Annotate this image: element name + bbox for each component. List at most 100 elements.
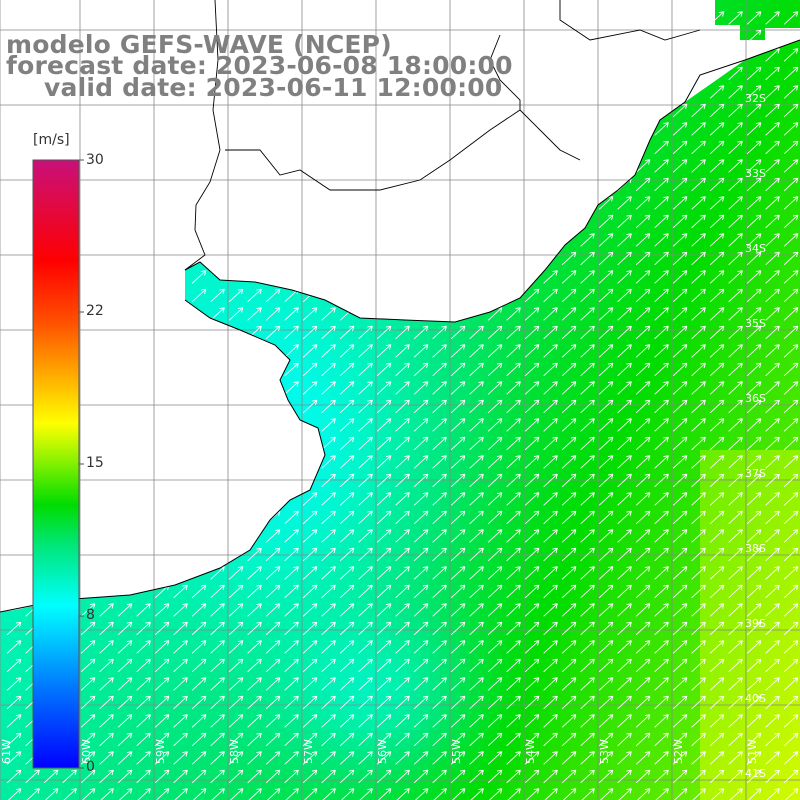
field-cell — [520, 390, 531, 401]
field-cell — [770, 170, 781, 181]
field-cell — [280, 340, 291, 351]
field-cell — [480, 340, 491, 351]
field-cell — [620, 240, 631, 251]
field-cell — [340, 460, 351, 471]
field-cell — [720, 120, 731, 131]
field-cell — [580, 460, 591, 471]
field-cell — [580, 360, 591, 371]
field-cell — [230, 590, 241, 601]
field-cell — [350, 620, 361, 631]
field-cell — [400, 590, 411, 601]
field-cell — [720, 430, 731, 441]
field-cell — [470, 330, 481, 341]
field-cell — [300, 310, 311, 321]
field-cell — [560, 330, 571, 341]
field-cell — [380, 340, 391, 351]
field-cell — [270, 330, 281, 341]
field-cell — [790, 260, 800, 271]
field-cell — [620, 260, 631, 271]
field-cell — [660, 290, 671, 301]
field-cell — [600, 500, 611, 511]
field-cell — [630, 360, 641, 371]
field-cell — [310, 420, 321, 431]
field-cell — [640, 240, 651, 251]
field-cell — [400, 320, 411, 331]
field-cell — [730, 120, 741, 131]
field-cell — [680, 330, 691, 341]
field-cell — [440, 560, 451, 571]
field-cell — [790, 200, 800, 211]
field-cell — [420, 480, 431, 491]
field-cell — [490, 500, 501, 511]
field-cell — [290, 300, 301, 311]
field-cell — [680, 310, 691, 321]
field-cell — [720, 0, 731, 11]
field-cell — [150, 590, 161, 601]
field-cell — [300, 520, 311, 531]
field-cell — [130, 610, 141, 621]
field-cell — [660, 130, 671, 141]
field-cell — [730, 520, 741, 531]
field-cell — [500, 610, 511, 621]
field-cell — [660, 610, 671, 621]
field-cell — [690, 350, 701, 361]
field-cell — [330, 540, 341, 551]
field-cell — [300, 300, 311, 311]
field-cell — [700, 350, 711, 361]
field-cell — [560, 290, 571, 301]
field-cell — [650, 160, 661, 171]
field-cell — [590, 570, 601, 581]
field-cell — [560, 580, 571, 591]
field-cell — [770, 240, 781, 251]
field-cell — [630, 600, 641, 611]
field-cell — [650, 520, 661, 531]
field-cell — [430, 530, 441, 541]
field-cell — [440, 420, 451, 431]
field-cell — [620, 610, 631, 621]
field-cell — [740, 150, 751, 161]
field-cell — [740, 600, 751, 611]
field-cell — [680, 170, 691, 181]
field-cell — [190, 580, 201, 591]
field-cell — [600, 590, 611, 601]
field-cell — [530, 560, 541, 571]
field-cell — [430, 510, 441, 521]
field-cell — [760, 460, 771, 471]
field-cell — [360, 510, 371, 521]
field-cell — [230, 620, 241, 631]
field-cell — [650, 300, 661, 311]
field-cell — [550, 330, 561, 341]
field-cell — [730, 170, 741, 181]
field-cell — [630, 300, 641, 311]
field-cell — [300, 500, 311, 511]
field-cell — [620, 480, 631, 491]
field-cell — [650, 360, 661, 371]
field-cell — [370, 360, 381, 371]
field-cell — [780, 530, 791, 541]
field-cell — [250, 310, 261, 321]
field-cell — [330, 390, 341, 401]
field-cell — [590, 510, 601, 521]
field-cell — [690, 190, 701, 201]
field-cell — [770, 160, 781, 171]
field-cell — [530, 580, 541, 591]
field-cell — [360, 540, 371, 551]
field-cell — [300, 600, 311, 611]
field-cell — [550, 470, 561, 481]
field-cell — [690, 380, 701, 391]
field-cell — [670, 300, 681, 311]
field-cell — [750, 480, 761, 491]
field-cell — [400, 600, 411, 611]
field-cell — [550, 560, 561, 571]
field-cell — [450, 340, 461, 351]
field-cell — [630, 280, 641, 291]
field-cell — [620, 310, 631, 321]
field-cell — [680, 430, 691, 441]
field-cell — [460, 480, 471, 491]
field-cell — [750, 470, 761, 481]
field-cell — [570, 310, 581, 321]
field-cell — [450, 600, 461, 611]
field-cell — [510, 330, 521, 341]
field-cell — [500, 430, 511, 441]
field-cell — [490, 350, 501, 361]
